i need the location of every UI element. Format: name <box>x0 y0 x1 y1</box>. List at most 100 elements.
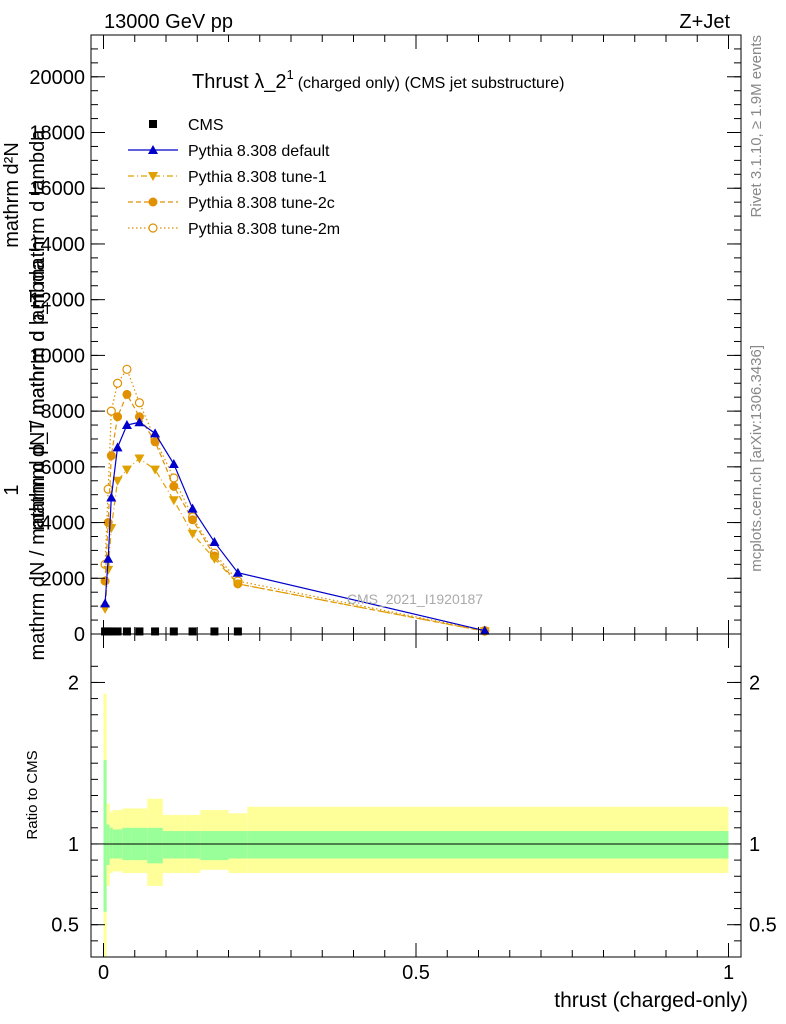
cms-point <box>169 627 178 636</box>
legend-marker <box>148 197 158 207</box>
cms-point <box>151 627 160 636</box>
title-suffix: (charged only) (CMS jet substructure) <box>298 75 565 92</box>
y-tick-label: 18000 <box>29 123 85 145</box>
ratio-ylabel: Ratio to CMS <box>24 750 41 839</box>
cms-point <box>135 627 144 636</box>
rivet-label: Rivet 3.1.10, ≥ 1.9M events <box>748 35 765 218</box>
main-ylabel-line4: mathrm dN / mathrm d p_T mathrm d lambda <box>27 259 49 661</box>
plot-title: Thrust λ_21 (charged only) (CMS jet subst… <box>192 67 564 93</box>
series-point <box>188 515 198 525</box>
ratio-y-tick-label: 0.5 <box>51 915 79 937</box>
series-point <box>112 476 123 486</box>
series-point <box>106 492 117 502</box>
legend-label: Pythia 8.308 tune-2m <box>188 221 340 238</box>
cms-point <box>113 627 122 636</box>
main-ylabel-line2: 1 <box>1 484 23 495</box>
y-tick-label: 8000 <box>41 401 86 423</box>
ratio-inner-band <box>147 827 163 864</box>
series-point <box>232 579 243 589</box>
ratio-inner-band <box>184 831 201 859</box>
cms-data-layer <box>101 627 242 636</box>
x-tick-label: 0 <box>98 962 109 984</box>
main-axes: 0 2000 4000 6000 8000 10000 12000 14000 16000 180… <box>29 34 742 646</box>
series-point <box>103 565 114 575</box>
main-ylabel-line3: mathrm d²N <box>1 142 23 248</box>
legend-marker <box>148 145 158 154</box>
series-point <box>168 496 179 506</box>
series-point <box>112 442 123 452</box>
y-tick-label: 10000 <box>29 345 85 367</box>
series-point <box>121 465 132 475</box>
title-superscript: 1 <box>286 67 293 82</box>
y-tick-label: 16000 <box>29 178 85 200</box>
series-line <box>104 457 485 632</box>
series-point <box>103 553 114 563</box>
series-point <box>232 567 243 577</box>
title-main: Thrust λ_2 <box>192 71 286 93</box>
series-point <box>134 417 145 427</box>
watermark: CMS_2021_I1920187 <box>347 591 483 607</box>
series-point <box>134 412 144 422</box>
series-point <box>103 484 113 494</box>
legend-label: Pythia 8.308 default <box>188 143 330 160</box>
ratio-bands-layer <box>103 693 729 957</box>
legend-marker <box>148 172 158 181</box>
series-point <box>121 420 132 430</box>
legend-label: Pythia 8.308 tune-2c <box>188 195 335 212</box>
ratio-inner-band <box>109 827 113 859</box>
series-point <box>479 625 490 635</box>
ratio-panel: 0 0.5 1 0.5 0.5 1 1 2 2 <box>51 633 777 984</box>
y-tick-label: 2000 <box>41 568 86 590</box>
main-ylabel: mathrm dN / mathrm d p_T mathrm d lambda… <box>1 129 49 661</box>
energy-label: 13000 GeV pp <box>104 11 233 33</box>
y-tick-label: 14000 <box>29 234 85 256</box>
series-point <box>169 473 179 483</box>
ratio-frame <box>90 633 742 958</box>
svg-text:Thrust λ_21(charged only) (CMS: Thrust λ_21 (charged only) (CMS jet subst… <box>192 67 564 93</box>
legend-marker <box>149 120 157 128</box>
process-label: Z+Jet <box>679 11 730 33</box>
ratio-y-tick-label-right: 0.5 <box>749 915 777 937</box>
series-point <box>187 529 198 539</box>
y-tick-label: 4000 <box>41 513 86 535</box>
legend-marker <box>148 223 158 233</box>
cms-point <box>122 627 131 636</box>
x-tick-label: 0.5 <box>402 962 430 984</box>
ratio-inner-band <box>228 831 248 859</box>
cms-point <box>233 627 242 636</box>
y-tick-label: 12000 <box>29 290 85 312</box>
cms-point <box>107 627 116 636</box>
ratio-y-tick-label-right: 1 <box>749 834 760 856</box>
main-ylabel-line1: mathrm dN / mathrm d p_T mathrm d lambda <box>27 129 49 531</box>
series-point <box>150 428 161 438</box>
cms-point <box>188 627 197 636</box>
series-point <box>106 451 116 461</box>
ratio-inner-band <box>106 824 110 865</box>
ratio-inner-band <box>200 831 229 861</box>
series-point <box>100 598 111 608</box>
series-point <box>134 398 145 408</box>
series-point <box>168 459 179 469</box>
cms-point <box>210 627 219 636</box>
series-point <box>113 412 123 422</box>
ratio-inner-band <box>162 831 185 859</box>
x-axis-label: thrust (charged-only) <box>554 989 748 1012</box>
ratio-y-tick-label-right: 2 <box>749 672 760 694</box>
main-series-layer <box>100 364 490 637</box>
y-tick-label: 0 <box>74 624 85 646</box>
series-point <box>134 454 145 464</box>
ratio-y-tick-label: 2 <box>68 672 79 694</box>
ratio-y-tick-label: 1 <box>68 834 79 856</box>
ratio-inner-band <box>103 759 107 912</box>
series-point <box>122 364 132 374</box>
series-line <box>104 421 485 632</box>
series-point <box>150 437 160 447</box>
legend-label: CMS <box>188 117 224 134</box>
main-panel: 0 2000 4000 6000 8000 10000 12000 14000 16000 180… <box>29 34 742 646</box>
mcplots-label: mcplots.cern.ch [arXiv:1306.3436] <box>748 345 765 572</box>
series-point <box>150 465 161 475</box>
series-line <box>104 393 485 632</box>
series-point <box>106 406 116 416</box>
legend-label: Pythia 8.308 tune-1 <box>188 169 327 186</box>
